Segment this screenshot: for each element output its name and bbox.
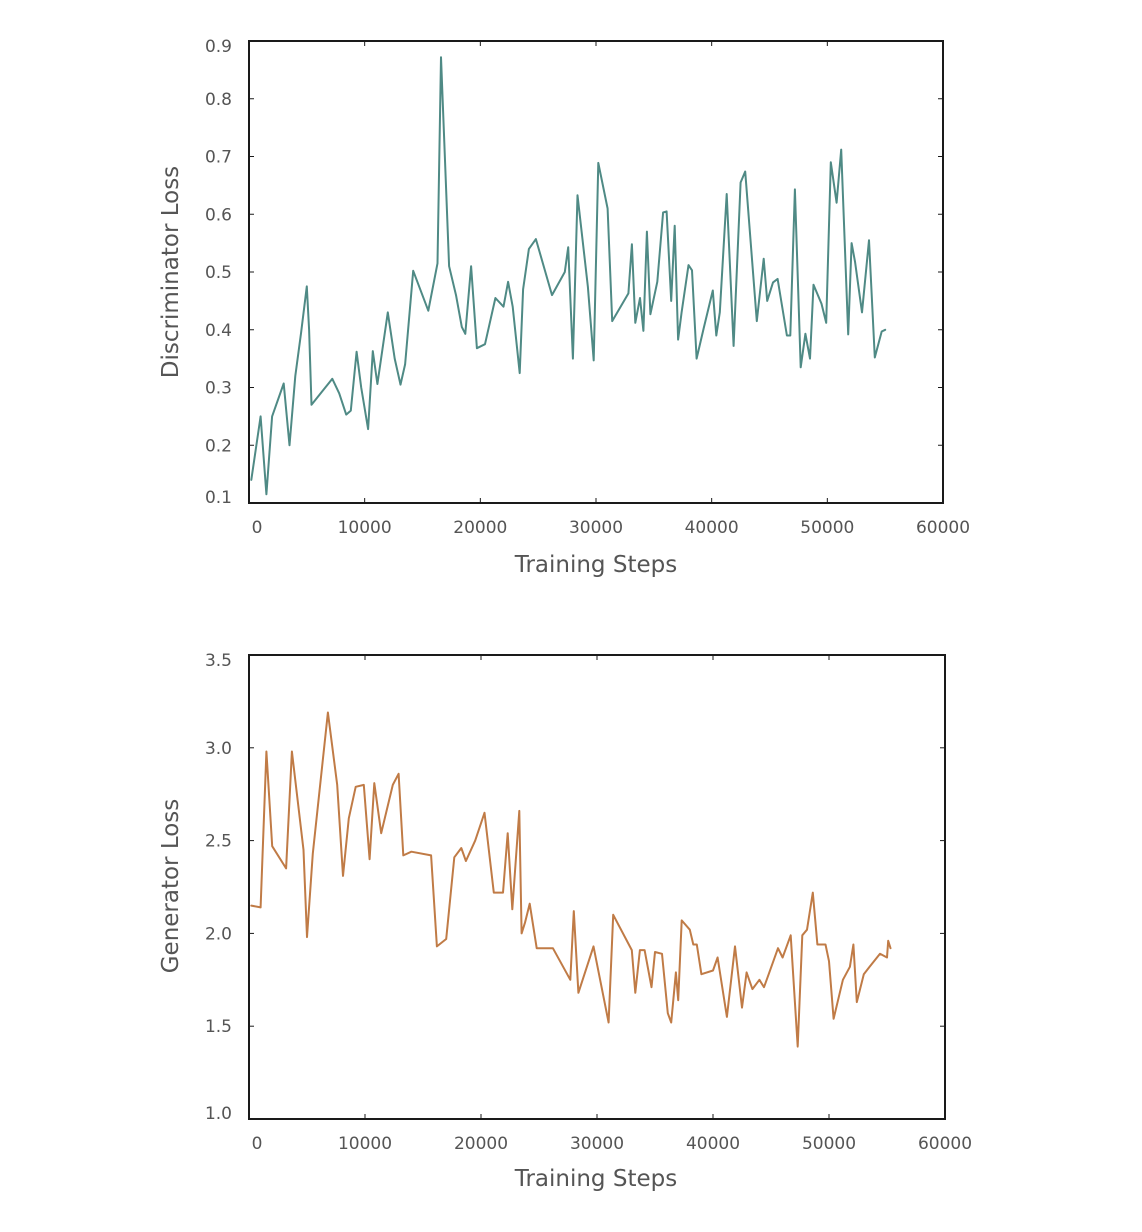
series-line xyxy=(250,711,892,1048)
x-tick-label: 10000 xyxy=(338,1134,392,1154)
y-axis-title: Generator Loss xyxy=(158,799,184,974)
x-tick-label: 50000 xyxy=(800,518,854,538)
x-tick-label: 30000 xyxy=(570,1134,624,1154)
y-tick-label: 2.0 xyxy=(205,924,232,944)
y-tick-label: 0.2 xyxy=(205,436,232,456)
y-axis-title: Discriminator Loss xyxy=(158,166,184,378)
y-tick-label: 1.5 xyxy=(205,1017,232,1037)
y-tick-label: 3.5 xyxy=(205,651,232,671)
x-tick-label: 40000 xyxy=(686,1134,740,1154)
y-tick-label: 1.0 xyxy=(205,1104,232,1124)
generator-loss-chart: Generator Loss Training Steps 0 10000 2000… xyxy=(158,651,972,1192)
x-tick-label: 0 xyxy=(252,1134,263,1154)
x-axis-title: Training Steps xyxy=(514,552,677,578)
y-tick-label: 3.0 xyxy=(205,739,232,759)
y-tick-label: 0.3 xyxy=(205,379,232,399)
y-tick-label: 0.1 xyxy=(205,488,232,508)
series-line xyxy=(250,56,887,496)
x-tick-label: 20000 xyxy=(454,1134,508,1154)
plot-frame xyxy=(248,654,946,1120)
x-tick-label: 50000 xyxy=(802,1134,856,1154)
x-tick-label: 60000 xyxy=(916,518,970,538)
discriminator-loss-chart: Discriminator Loss Training Steps 0 10000… xyxy=(158,37,970,578)
y-tick-label: 0.9 xyxy=(205,37,232,57)
x-tick-label: 60000 xyxy=(918,1134,972,1154)
x-tick-label: 30000 xyxy=(569,518,623,538)
x-tick-label: 10000 xyxy=(338,518,392,538)
y-tick-label: 0.4 xyxy=(205,321,232,341)
y-tick-label: 2.5 xyxy=(205,832,232,852)
x-tick-label: 40000 xyxy=(685,518,739,538)
y-tick-label: 0.8 xyxy=(205,90,232,110)
x-axis-title: Training Steps xyxy=(514,1166,677,1192)
y-tick-label: 0.5 xyxy=(205,263,232,283)
y-tick-label: 0.7 xyxy=(205,148,232,168)
x-tick-label: 20000 xyxy=(453,518,507,538)
x-tick-label: 0 xyxy=(252,518,263,538)
y-tick-label: 0.6 xyxy=(205,205,232,225)
